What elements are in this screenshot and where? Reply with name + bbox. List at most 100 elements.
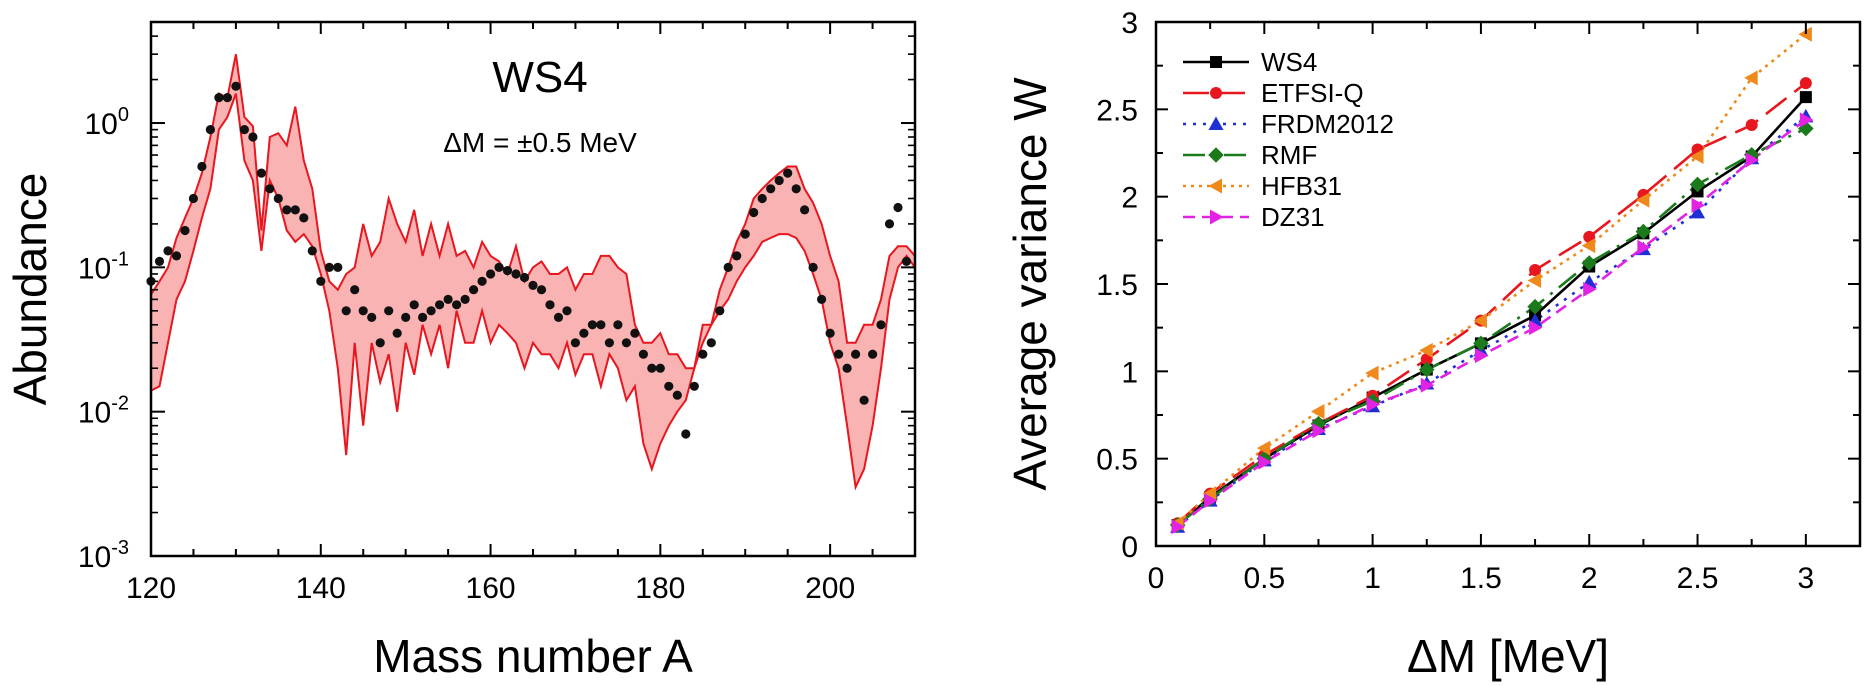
left-x-axis-label: Mass number A [373,630,693,682]
abundance-point [222,93,232,103]
y-tick-exponent: -1 [111,248,129,270]
series-point-dz31 [1529,320,1543,336]
abundance-point [536,285,547,295]
x-tick-label: 0.5 [1243,562,1285,595]
abundance-point [401,312,411,322]
abundance-point [231,81,241,91]
abundance-point [426,306,436,316]
series-point-rmf [1689,176,1706,193]
series-point-hfb31 [1473,313,1487,329]
abundance-point [630,328,640,338]
right-ticks-layer: 0 0.5 1 1.5 2 2.5 3 0 0.5 1 1.5 2 2.5 3 [1096,7,1861,595]
y-tick-label: 10-1 [78,248,129,285]
y-tick-label: 100 [85,104,130,141]
series-point-ws4 [1799,91,1812,104]
legend-label: DZ31 [1261,202,1325,232]
abundance-point [273,193,283,204]
left-points-layer [146,81,912,439]
y-tick-exponent: 0 [118,104,129,126]
y-tick-label: 0 [1121,531,1138,564]
abundance-point [681,429,691,439]
left-annotation-delta: ΔM = ±0.5 MeV [443,127,637,158]
legend-label: ETFSI-Q [1261,78,1364,108]
abundance-point [282,205,292,215]
abundance-point [723,262,733,272]
y-tick-label: 3 [1121,7,1138,40]
abundance-point [265,184,275,194]
abundance-point [350,285,360,295]
abundance-point [502,266,513,276]
abundance-point [859,395,869,405]
abundance-point [248,132,258,142]
series-point-rmf [1635,223,1652,240]
series-point-hfb31 [1798,26,1812,42]
legend-marker-rmf [1208,147,1224,163]
series-point-dz31 [1366,397,1381,413]
abundance-point [528,280,538,290]
series-point-hfb31 [1527,273,1542,289]
abundance-point [638,349,649,359]
abundance-point [460,294,470,304]
series-point-dz31 [1637,239,1651,255]
abundance-point [324,262,334,272]
abundance-point [579,328,589,338]
series-point-hfb31 [1690,148,1704,164]
abundance-point [290,205,300,215]
series-point-rmf [1473,335,1489,352]
legend-marker-dz31 [1210,209,1224,225]
abundance-point [333,262,343,272]
abundance-point [893,202,903,213]
abundance-point [435,300,445,310]
abundance-point [205,125,215,135]
legend-label: WS4 [1261,47,1317,77]
series-point-hfb31 [1635,192,1650,208]
x-tick-label: 0 [1148,562,1165,595]
abundance-point [341,306,351,316]
abundance-point [655,363,665,373]
x-tick-label: 2.5 [1677,562,1719,595]
abundance-point [452,300,462,310]
series-point-rmf [1418,361,1435,378]
series-point-hfb31 [1256,440,1271,456]
y-tick-exponent: -3 [111,537,129,559]
series-point-hfb31 [1419,342,1433,358]
abundance-point [384,306,394,316]
abundance-point [239,125,249,135]
abundance-point [808,262,818,272]
uncertainty-band-fill [151,54,915,488]
abundance-point [587,320,598,330]
series-point-dz31 [1474,348,1489,364]
abundance-point [562,306,572,316]
abundance-point [367,312,377,322]
series-point-dz31 [1799,112,1814,128]
abundance-point [715,306,725,316]
abundance-point [706,338,716,348]
legend-label: HFB31 [1261,171,1342,201]
abundance-point [469,285,479,295]
abundance-point [664,381,674,391]
left-y-axis-label: Abundance [4,173,56,406]
series-point-etfsi-q [1745,119,1758,132]
series-point-rmf [1581,255,1598,271]
series-point-dz31 [1420,377,1435,393]
x-tick-label: 1.5 [1460,562,1502,595]
series-point-dz31 [1171,519,1186,535]
abundance-point [188,193,198,204]
abundance-point [647,363,657,373]
abundance-point [545,300,555,310]
abundance-point [163,246,173,256]
abundance-point [604,338,615,348]
legend-marker-etfsi-q [1210,87,1222,99]
abundance-point [783,168,793,178]
abundance-point [307,246,317,256]
abundance-point [477,276,487,286]
abundance-point [851,349,861,359]
abundance-point [494,262,504,272]
abundance-point [570,338,581,348]
abundance-point [621,338,632,348]
legend-marker-frdm2012 [1208,116,1224,130]
x-tick-label: 3 [1798,562,1815,595]
right-series-layer [1169,26,1814,535]
